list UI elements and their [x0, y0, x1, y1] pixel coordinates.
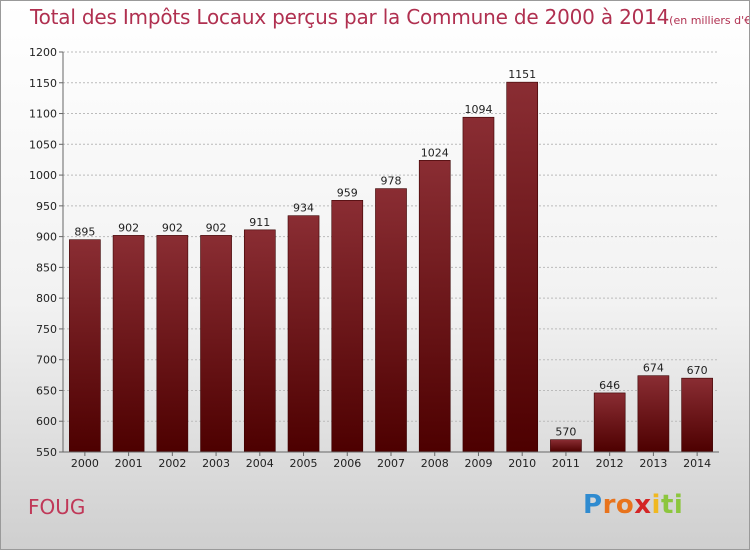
x-tick-label: 2008 [421, 457, 449, 470]
x-tick-label: 2014 [683, 457, 711, 470]
y-tick-label: 700 [36, 354, 57, 367]
logo-letter: t [660, 490, 674, 520]
bar-value-label: 902 [162, 221, 183, 234]
bar-value-label: 895 [74, 226, 95, 239]
bar [637, 375, 670, 453]
bar-value-label: 959 [337, 186, 358, 199]
bar [69, 239, 101, 453]
bar-value-label: 978 [381, 175, 402, 188]
y-tick-label: 550 [36, 446, 57, 459]
y-tick-label: 750 [36, 323, 57, 336]
bar [287, 215, 320, 453]
x-tick-label: 2005 [290, 457, 318, 470]
x-axis: 2000 2001 2002 2003 2004 2005 2006 2007 2008 2009… [63, 451, 719, 470]
logo-letter: i [673, 490, 684, 520]
proxiti-logo[interactable]: Proxiti [583, 490, 683, 520]
bar [112, 235, 145, 453]
x-tick-label: 2009 [464, 457, 492, 470]
x-tick-label: 2013 [639, 457, 667, 470]
x-tick-label: 2001 [115, 457, 143, 470]
y-tick-label: 800 [36, 292, 57, 305]
x-tick-label: 2002 [158, 457, 186, 470]
logo-letter: i [651, 490, 661, 520]
bar [331, 200, 364, 453]
bar [550, 439, 582, 453]
x-tick-label: 2006 [333, 457, 361, 470]
title-unit: (en milliers d'€) [669, 14, 750, 27]
y-tick-label: 600 [36, 415, 57, 428]
bar [375, 188, 407, 453]
x-tick-label: 2000 [71, 457, 99, 470]
bar [156, 235, 189, 453]
bar-value-label: 670 [687, 364, 708, 377]
y-axis: 550 600 650 700 750 800 850 900 950 1000 1050 1100 1… [29, 46, 64, 459]
title-text: Total des Impôts Locaux perçus par la Co… [30, 5, 670, 29]
y-tick-label: 1100 [29, 108, 57, 121]
bar-value-label: 911 [249, 216, 270, 229]
bar [243, 229, 276, 453]
bar-value-label: 674 [643, 362, 664, 375]
bar [681, 377, 713, 453]
logo-letter: r [602, 490, 616, 520]
bars: 895 902 902 902 911 934 959 978 1024 1094 1151 570 6… [69, 68, 713, 453]
logo-letter: o [615, 490, 635, 520]
bar-value-label: 1151 [508, 68, 536, 81]
x-tick-label: 2007 [377, 457, 405, 470]
y-tick-label: 1050 [29, 138, 57, 151]
y-tick-label: 1150 [29, 77, 57, 90]
y-tick-label: 650 [36, 384, 57, 397]
y-tick-label: 1000 [29, 169, 57, 182]
x-tick-label: 2011 [552, 457, 580, 470]
bar-value-label: 1024 [421, 146, 449, 159]
x-tick-label: 2004 [246, 457, 274, 470]
bar-value-label: 646 [599, 379, 620, 392]
bar [462, 116, 495, 453]
bar-value-label: 570 [555, 426, 576, 439]
logo-letter: x [634, 490, 652, 520]
bar-value-label: 902 [118, 221, 139, 234]
y-tick-label: 1200 [29, 46, 57, 59]
y-tick-label: 850 [36, 261, 57, 274]
commune-name: FOUG [28, 495, 86, 519]
bar [200, 235, 232, 453]
bar-value-label: 902 [206, 221, 227, 234]
bar [506, 81, 539, 453]
bar-value-label: 934 [293, 202, 314, 215]
x-tick-label: 2003 [202, 457, 230, 470]
logo-letter: P [583, 490, 603, 520]
bar-value-label: 1094 [464, 103, 492, 116]
y-tick-label: 900 [36, 231, 57, 244]
chart-title: Total des Impôts Locaux perçus par la Co… [30, 5, 750, 29]
bar [593, 392, 626, 453]
x-tick-label: 2010 [508, 457, 536, 470]
x-tick-label: 2012 [596, 457, 624, 470]
y-tick-label: 950 [36, 200, 57, 213]
bar [418, 160, 451, 453]
